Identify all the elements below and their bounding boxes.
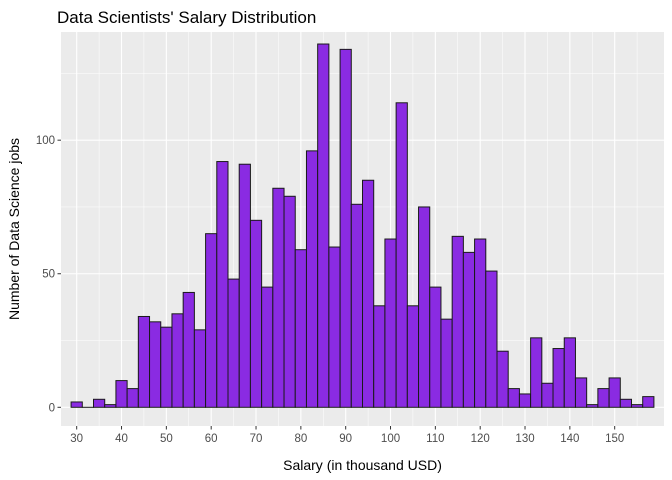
histogram-bar [115, 380, 128, 408]
histogram-bar [70, 401, 83, 408]
x-tick-label: 120 [471, 433, 490, 445]
histogram-bar [160, 326, 173, 408]
histogram-bar [149, 321, 162, 408]
y-tick-label: 0 [49, 402, 55, 414]
x-tick-label: 50 [160, 433, 173, 445]
histogram-bar [93, 398, 106, 408]
x-tick-label: 150 [605, 433, 624, 445]
y-tick-label: 50 [42, 269, 55, 281]
histogram-bar [182, 291, 195, 408]
histogram-bar [294, 249, 307, 408]
histogram-bar [485, 270, 498, 408]
histogram-bar [362, 179, 375, 408]
x-tick-label: 140 [560, 433, 579, 445]
histogram-bar [574, 377, 588, 408]
histogram-bar [272, 187, 285, 408]
histogram-bar [597, 388, 610, 408]
histogram-bar [126, 388, 139, 408]
histogram-bar [216, 161, 229, 408]
histogram-bar [193, 329, 207, 408]
histogram-bar [530, 337, 543, 408]
histogram-bar [384, 238, 397, 408]
histogram-bar [507, 388, 520, 408]
x-axis: 30 40 50 60 70 80 90 100 110 120 130 140 150 [70, 426, 624, 445]
histogram-bar [373, 305, 386, 408]
x-tick-label: 60 [205, 433, 218, 445]
histogram-bar [328, 246, 341, 408]
chart-title: Data Scientists' Salary Distribution [57, 8, 316, 27]
histogram-bar [518, 393, 532, 408]
histogram-bar [305, 150, 319, 408]
histogram-bar [283, 195, 296, 408]
histogram-bar [563, 337, 576, 408]
histogram-bar [462, 251, 476, 408]
histogram-bar [261, 286, 274, 408]
histogram-bar [608, 377, 621, 408]
histogram-bar [642, 396, 655, 408]
histogram-bar [586, 404, 599, 408]
x-axis-title: Salary (in thousand USD) [283, 457, 442, 473]
histogram-bar [205, 233, 218, 408]
histogram-bar [406, 305, 420, 408]
histogram-bar [541, 382, 554, 408]
histogram-bar [249, 219, 263, 408]
y-axis: 0 50 100 [36, 135, 61, 414]
histogram-bar [496, 350, 509, 408]
histogram-bar [619, 398, 632, 408]
histogram-bar [395, 102, 408, 408]
histogram-bars [70, 43, 655, 408]
histogram-bar [227, 278, 240, 408]
y-tick-label: 100 [36, 135, 55, 147]
histogram-bar [104, 404, 117, 408]
histogram-bar [350, 203, 363, 408]
histogram-bar [171, 313, 184, 408]
histogram-bar [474, 238, 487, 408]
x-tick-label: 70 [250, 433, 263, 445]
histogram-bar [137, 315, 151, 408]
x-tick-label: 100 [381, 433, 400, 445]
x-tick-label: 80 [294, 433, 307, 445]
histogram-bar [238, 163, 251, 408]
histogram-bar [339, 48, 352, 408]
histogram-bar [418, 206, 431, 408]
histogram-bar [440, 318, 453, 408]
histogram-bar [552, 348, 565, 408]
x-tick-label: 110 [426, 433, 444, 445]
y-axis-title: Number of Data Science jobs [6, 138, 22, 320]
histogram-bar [630, 404, 644, 408]
x-tick-label: 30 [70, 433, 83, 445]
x-tick-label: 90 [339, 433, 352, 445]
histogram-bar [317, 43, 330, 408]
x-tick-label: 40 [115, 433, 128, 445]
histogram-bar [451, 235, 464, 408]
x-tick-label: 130 [515, 433, 534, 445]
histogram-bar [429, 286, 442, 408]
